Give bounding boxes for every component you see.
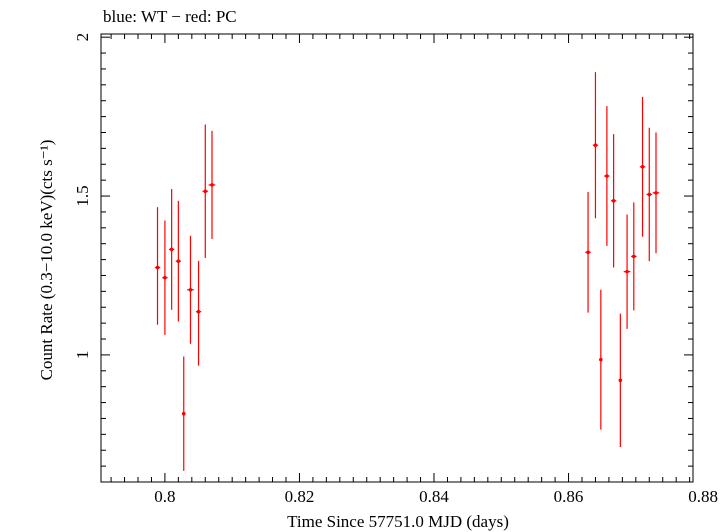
point-marker [599, 357, 603, 362]
point-marker [625, 269, 629, 274]
chart-title: blue: WT − red: PC [103, 7, 237, 26]
data-point [585, 191, 591, 313]
point-marker [654, 191, 658, 195]
y-tick-label: 1 [73, 351, 92, 360]
data-point [639, 96, 646, 237]
x-tick-label: 0.8 [154, 487, 175, 506]
data-point [652, 132, 660, 254]
data-point [208, 130, 216, 239]
data-point [631, 202, 637, 311]
data-point [623, 214, 631, 329]
y-axis-ticks: 11.52 [73, 33, 693, 483]
point-marker [647, 192, 652, 197]
point-marker [640, 165, 645, 169]
point-marker [176, 259, 181, 263]
y-tick-label: 2 [73, 33, 92, 42]
point-marker [210, 183, 214, 187]
point-marker [203, 189, 208, 194]
data-point [610, 134, 617, 268]
x-axis-ticks: 0.8 0.82 0.84 0.86 0.88 [110, 34, 718, 506]
data-points [154, 72, 660, 471]
data-point [202, 124, 208, 258]
data-point [187, 235, 194, 344]
point-marker [618, 378, 623, 383]
y-tick-label: 1.5 [73, 185, 92, 206]
data-point [175, 200, 182, 322]
data-point [646, 127, 652, 262]
data-point [604, 106, 610, 246]
data-point [168, 189, 175, 310]
data-point [195, 260, 202, 366]
point-marker [611, 199, 616, 203]
x-tick-label: 0.84 [419, 487, 449, 506]
plot-frame [100, 33, 694, 483]
point-marker [196, 309, 201, 314]
x-tick-label: 0.86 [554, 487, 584, 506]
point-marker [155, 265, 160, 270]
point-marker [188, 287, 193, 292]
point-marker [605, 174, 609, 178]
x-tick-label: 0.82 [285, 487, 315, 506]
point-marker [163, 275, 167, 280]
x-tick-label: 0.88 [688, 487, 718, 506]
point-marker [181, 411, 186, 416]
data-point [592, 72, 599, 219]
data-point [599, 289, 603, 430]
x-axis-label: Time Since 57751.0 MJD (days) [287, 512, 509, 531]
point-marker [169, 247, 174, 252]
y-axis-label: Count Rate (0.3−10.0 keV)(cts s⁻¹) [37, 140, 56, 381]
data-point [154, 207, 161, 325]
point-marker [593, 143, 598, 148]
data-point [618, 313, 623, 448]
data-point [162, 220, 168, 335]
point-marker [632, 254, 636, 259]
data-point [181, 356, 186, 471]
point-marker [586, 250, 590, 255]
